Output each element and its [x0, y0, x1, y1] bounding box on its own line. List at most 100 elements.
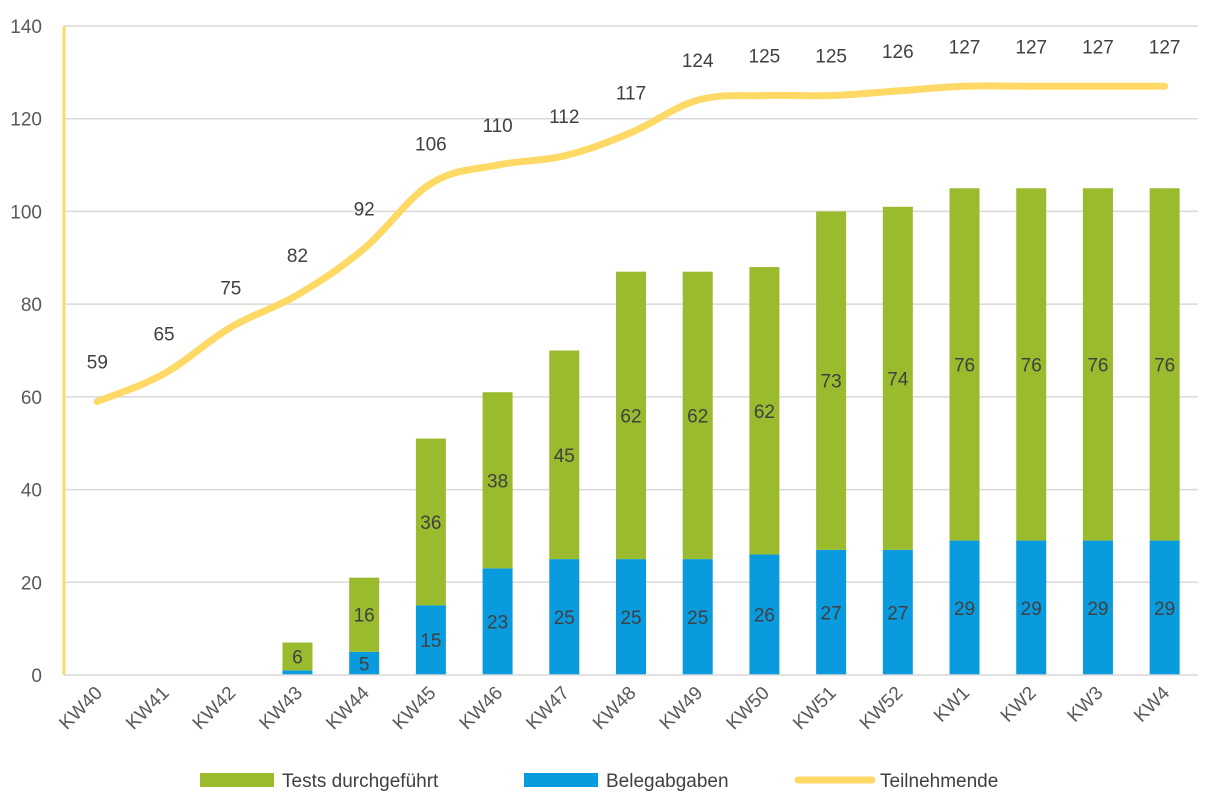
bar-belegabgaben: [282, 670, 313, 675]
bar-tests: [816, 211, 847, 550]
bar-belegabgaben: [816, 549, 847, 675]
line-data-label: 59: [87, 352, 108, 373]
y-tick-label: 100: [10, 202, 42, 223]
legend-label: Belegabgaben: [606, 771, 729, 792]
bar-tests: [949, 188, 980, 541]
bar-data-label: 29: [1021, 599, 1042, 620]
x-tick-label: KW42: [189, 683, 240, 734]
y-axis-tick-labels: 0 20 40 60 80 100 120 140: [10, 17, 42, 687]
x-tick-label: KW1: [930, 683, 974, 727]
line-data-label: 125: [749, 47, 781, 68]
data-labels: 6 516153623382545256225622662277327742976…: [87, 37, 1181, 675]
line-data-label: 125: [815, 47, 847, 68]
y-tick-label: 40: [21, 481, 42, 502]
bar-belegabgaben: [749, 554, 780, 675]
y-tick-label: 60: [21, 388, 42, 409]
line-teilnehmende: [93, 82, 1169, 405]
bar-data-label: 62: [754, 402, 775, 423]
axes: [62, 26, 1198, 676]
legend: Tests durchgeführt Belegabgaben Teilnehmen…: [200, 771, 998, 792]
bar-data-label: 45: [554, 446, 575, 467]
line-data-label: 106: [415, 135, 447, 156]
y-tick-label: 80: [21, 295, 42, 316]
bar-belegabgaben: [949, 540, 980, 675]
line-data-label: 75: [220, 278, 241, 299]
bar-tests: [549, 350, 580, 560]
bar-tests: [482, 392, 513, 569]
line-data-label: 124: [682, 51, 714, 72]
bar-tests: [749, 267, 780, 555]
x-tick-label: KW48: [589, 683, 640, 734]
bar-data-label: 5: [359, 654, 370, 675]
x-tick-label: KW40: [55, 683, 106, 734]
y-tick-label: 0: [31, 666, 42, 687]
bar-data-label: 76: [954, 355, 975, 376]
x-tick-label: KW47: [522, 683, 573, 734]
line-data-label: 117: [616, 84, 646, 105]
y-tick-label: 120: [10, 110, 42, 131]
bar-tests: [1149, 188, 1180, 541]
bar-data-label: 29: [954, 599, 975, 620]
line-data-label: 127: [1082, 37, 1114, 58]
x-tick-label: KW50: [723, 683, 774, 734]
bar-tests: [282, 642, 313, 671]
bar-data-label: 74: [887, 369, 909, 390]
legend-label: Teilnehmende: [880, 771, 998, 792]
x-tick-label: KW52: [856, 683, 907, 734]
bar-data-label: 23: [487, 613, 508, 634]
bar-belegabgaben: [616, 559, 646, 675]
line-data-label: 110: [482, 116, 512, 137]
bar-data-label: 25: [554, 608, 575, 629]
bar-data-label: 29: [1087, 599, 1108, 620]
bar-belegabgaben: [349, 651, 380, 675]
bar-tests: [682, 271, 713, 560]
bar-belegabgaben: [549, 559, 580, 675]
line-data-label: 127: [1149, 37, 1181, 58]
x-axis-tick-labels: KW40 KW41 KW42 KW43 KW44 KW45 KW46 KW47 KW48 KW49…: [55, 682, 1174, 734]
x-tick-label: KW49: [656, 683, 707, 734]
legend-swatch: [200, 773, 274, 787]
bar-data-label: 6: [292, 647, 303, 668]
x-tick-label: KW41: [122, 683, 173, 734]
bar-data-label: 27: [887, 603, 908, 624]
x-tick-label: KW51: [789, 683, 840, 734]
x-tick-label: KW43: [256, 683, 307, 734]
bar-data-label: 25: [687, 608, 708, 629]
line-data-label: 127: [1015, 37, 1047, 58]
line-data-label: 92: [354, 200, 375, 221]
bar-belegabgaben: [1082, 540, 1113, 675]
x-tick-label: KW46: [456, 683, 507, 734]
bar-data-label: 25: [620, 608, 641, 629]
bar-data-label: 15: [420, 631, 441, 652]
x-tick-label: KW4: [1130, 682, 1174, 726]
x-tick-label: KW45: [389, 683, 440, 734]
y-tick-label: 140: [10, 17, 42, 38]
bar-belegabgaben: [1149, 540, 1180, 675]
bar-data-label: 36: [420, 513, 441, 534]
line-data-label: 82: [287, 246, 308, 267]
x-tick-label: KW44: [322, 682, 374, 734]
bar-data-label: 38: [487, 471, 508, 492]
bar-belegabgaben: [882, 549, 913, 675]
bar-data-label: 62: [620, 406, 641, 427]
bars: [282, 188, 1180, 675]
bar-belegabgaben: [415, 605, 446, 675]
bar-tests: [1016, 188, 1047, 541]
bar-belegabgaben: [682, 559, 713, 675]
bar-data-label: 76: [1087, 355, 1108, 376]
legend-label: Tests durchgeführt: [282, 771, 439, 792]
line-data-label: 126: [882, 42, 914, 63]
bar-data-label: 62: [687, 406, 708, 427]
bar-data-label: 27: [821, 603, 842, 624]
line-data-label: 127: [949, 37, 981, 58]
line-data-label: 65: [153, 325, 174, 346]
legend-swatch: [524, 773, 598, 787]
bar-tests: [616, 271, 646, 560]
bar-belegabgaben: [1016, 540, 1047, 675]
x-tick-label: KW2: [997, 683, 1041, 727]
y-tick-label: 20: [21, 573, 42, 594]
bar-data-label: 76: [1021, 355, 1042, 376]
bar-data-label: 73: [821, 372, 842, 393]
